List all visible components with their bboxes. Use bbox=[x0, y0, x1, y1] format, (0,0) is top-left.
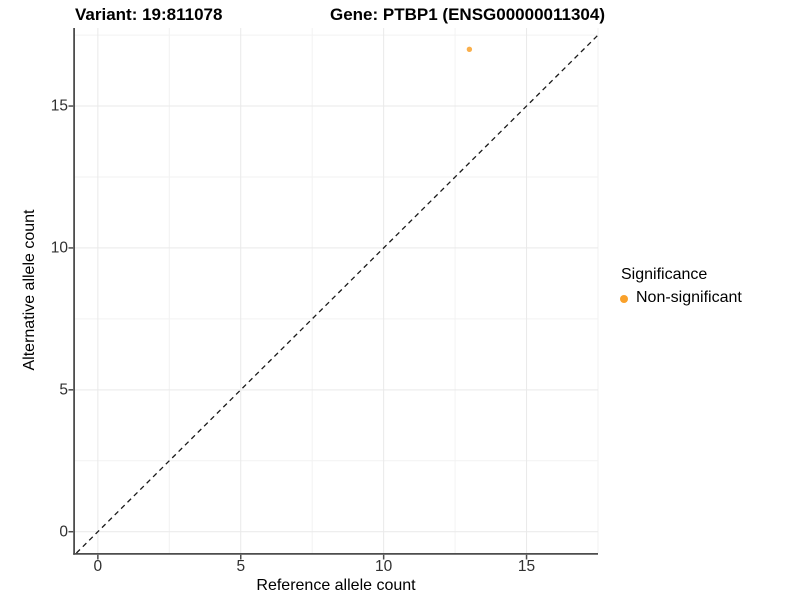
x-tick-label: 15 bbox=[517, 558, 536, 575]
legend-items: Non-significant bbox=[618, 289, 742, 307]
y-tick-label: 0 bbox=[59, 523, 68, 541]
x-tick-label: 5 bbox=[236, 558, 246, 575]
x-tick-label: 0 bbox=[93, 558, 103, 575]
plot-title-gene: Gene: PTBP1 (ENSG00000011304) bbox=[330, 5, 605, 24]
legend: Significance Non-significant bbox=[618, 266, 742, 308]
x-axis-title: Reference allele count bbox=[256, 577, 416, 594]
x-tick-label: 10 bbox=[375, 558, 393, 575]
plot-title-variant: Variant: 19:811078 bbox=[75, 5, 223, 24]
data-point bbox=[466, 46, 473, 52]
y-tick-label: 15 bbox=[50, 97, 68, 115]
identity-dashed-line bbox=[75, 34, 599, 554]
legend-title: Significance bbox=[621, 266, 708, 283]
y-tick-label: 5 bbox=[59, 381, 68, 399]
legend-marker-dot bbox=[620, 294, 628, 303]
y-axis-title: Alternative allele count bbox=[21, 209, 38, 371]
y-tick-label: 10 bbox=[50, 239, 68, 257]
legend-item-label: Non-significant bbox=[636, 289, 742, 307]
legend-item: Non-significant bbox=[618, 289, 742, 307]
